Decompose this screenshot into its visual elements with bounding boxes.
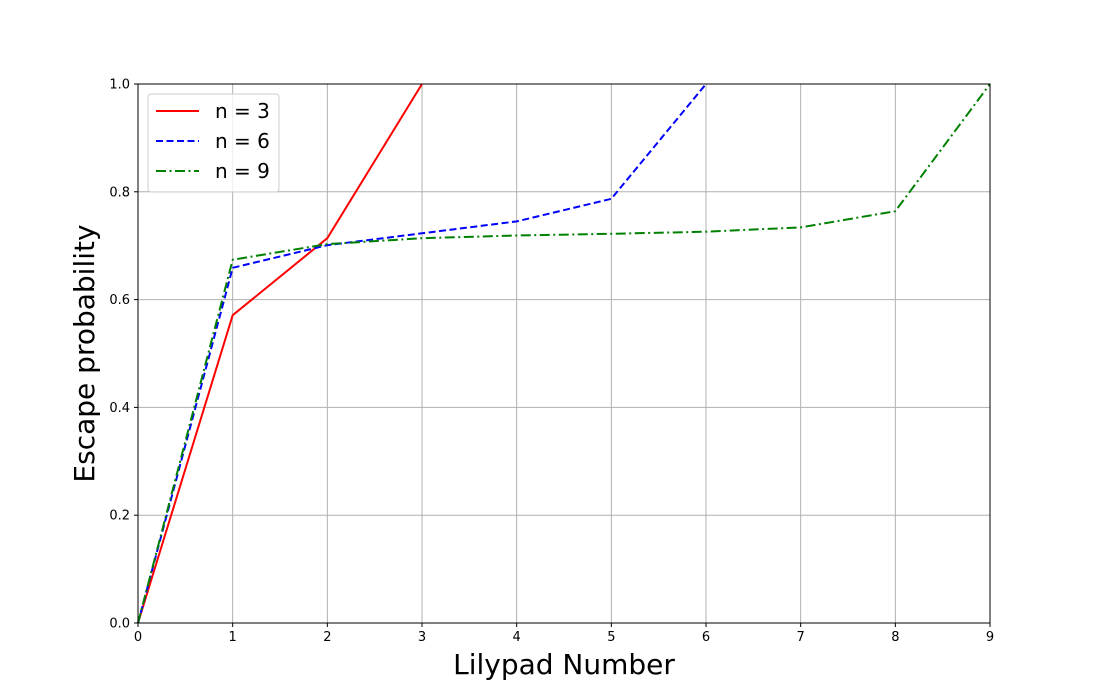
plot-lines xyxy=(137,83,991,624)
series-line-2 xyxy=(137,83,707,624)
legend-label-1: n = 3 xyxy=(215,99,270,123)
legend-label-3: n = 9 xyxy=(215,159,270,183)
x-tick-label: 8 xyxy=(891,630,899,645)
legend-label-2: n = 6 xyxy=(215,129,270,153)
x-tick-label: 2 xyxy=(323,630,331,645)
series-line-1 xyxy=(137,83,423,624)
x-tick-label: 3 xyxy=(418,630,426,645)
y-tick-label: 0.0 xyxy=(109,617,130,632)
x-tick-label: 5 xyxy=(607,630,615,645)
y-tick-label: 0.4 xyxy=(109,401,130,416)
series-line-3 xyxy=(137,83,991,624)
x-axis-title: Lilypad Number xyxy=(453,648,675,681)
plot-frame xyxy=(137,83,991,624)
legend: n = 3 n = 6 n = 9 xyxy=(147,93,280,193)
x-tick-label: 7 xyxy=(797,630,805,645)
x-tick-label: 4 xyxy=(513,630,521,645)
y-tick-label: 0.8 xyxy=(109,185,130,200)
x-tick-label: 0 xyxy=(134,630,142,645)
y-tick-label: 0.2 xyxy=(109,509,130,524)
x-tick-label: 6 xyxy=(702,630,710,645)
y-tick-label: 0.6 xyxy=(109,293,130,308)
y-tick-label: 1.0 xyxy=(109,78,130,93)
legend-box xyxy=(147,93,280,193)
y-axis-title: Escape probability xyxy=(68,224,101,482)
axis-ticks: 0 1 2 3 4 5 6 7 8 9 0.0 0.2 0.4 0.6 0.8 1.0 xyxy=(109,78,994,646)
x-tick-label: 9 xyxy=(986,630,994,645)
x-tick-label: 1 xyxy=(229,630,237,645)
